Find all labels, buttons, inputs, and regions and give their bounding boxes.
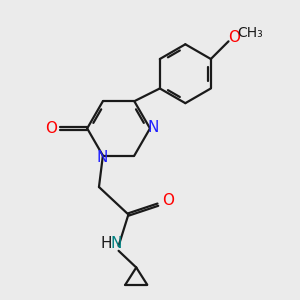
Text: N: N — [147, 120, 159, 135]
Text: N: N — [96, 150, 108, 165]
Text: O: O — [45, 121, 57, 136]
Text: N: N — [111, 236, 122, 251]
Text: H: H — [100, 236, 112, 251]
Text: CH₃: CH₃ — [237, 26, 263, 40]
Text: O: O — [162, 193, 174, 208]
Text: O: O — [228, 30, 240, 45]
